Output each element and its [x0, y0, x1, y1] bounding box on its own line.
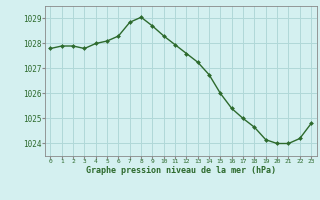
X-axis label: Graphe pression niveau de la mer (hPa): Graphe pression niveau de la mer (hPa) — [86, 166, 276, 175]
